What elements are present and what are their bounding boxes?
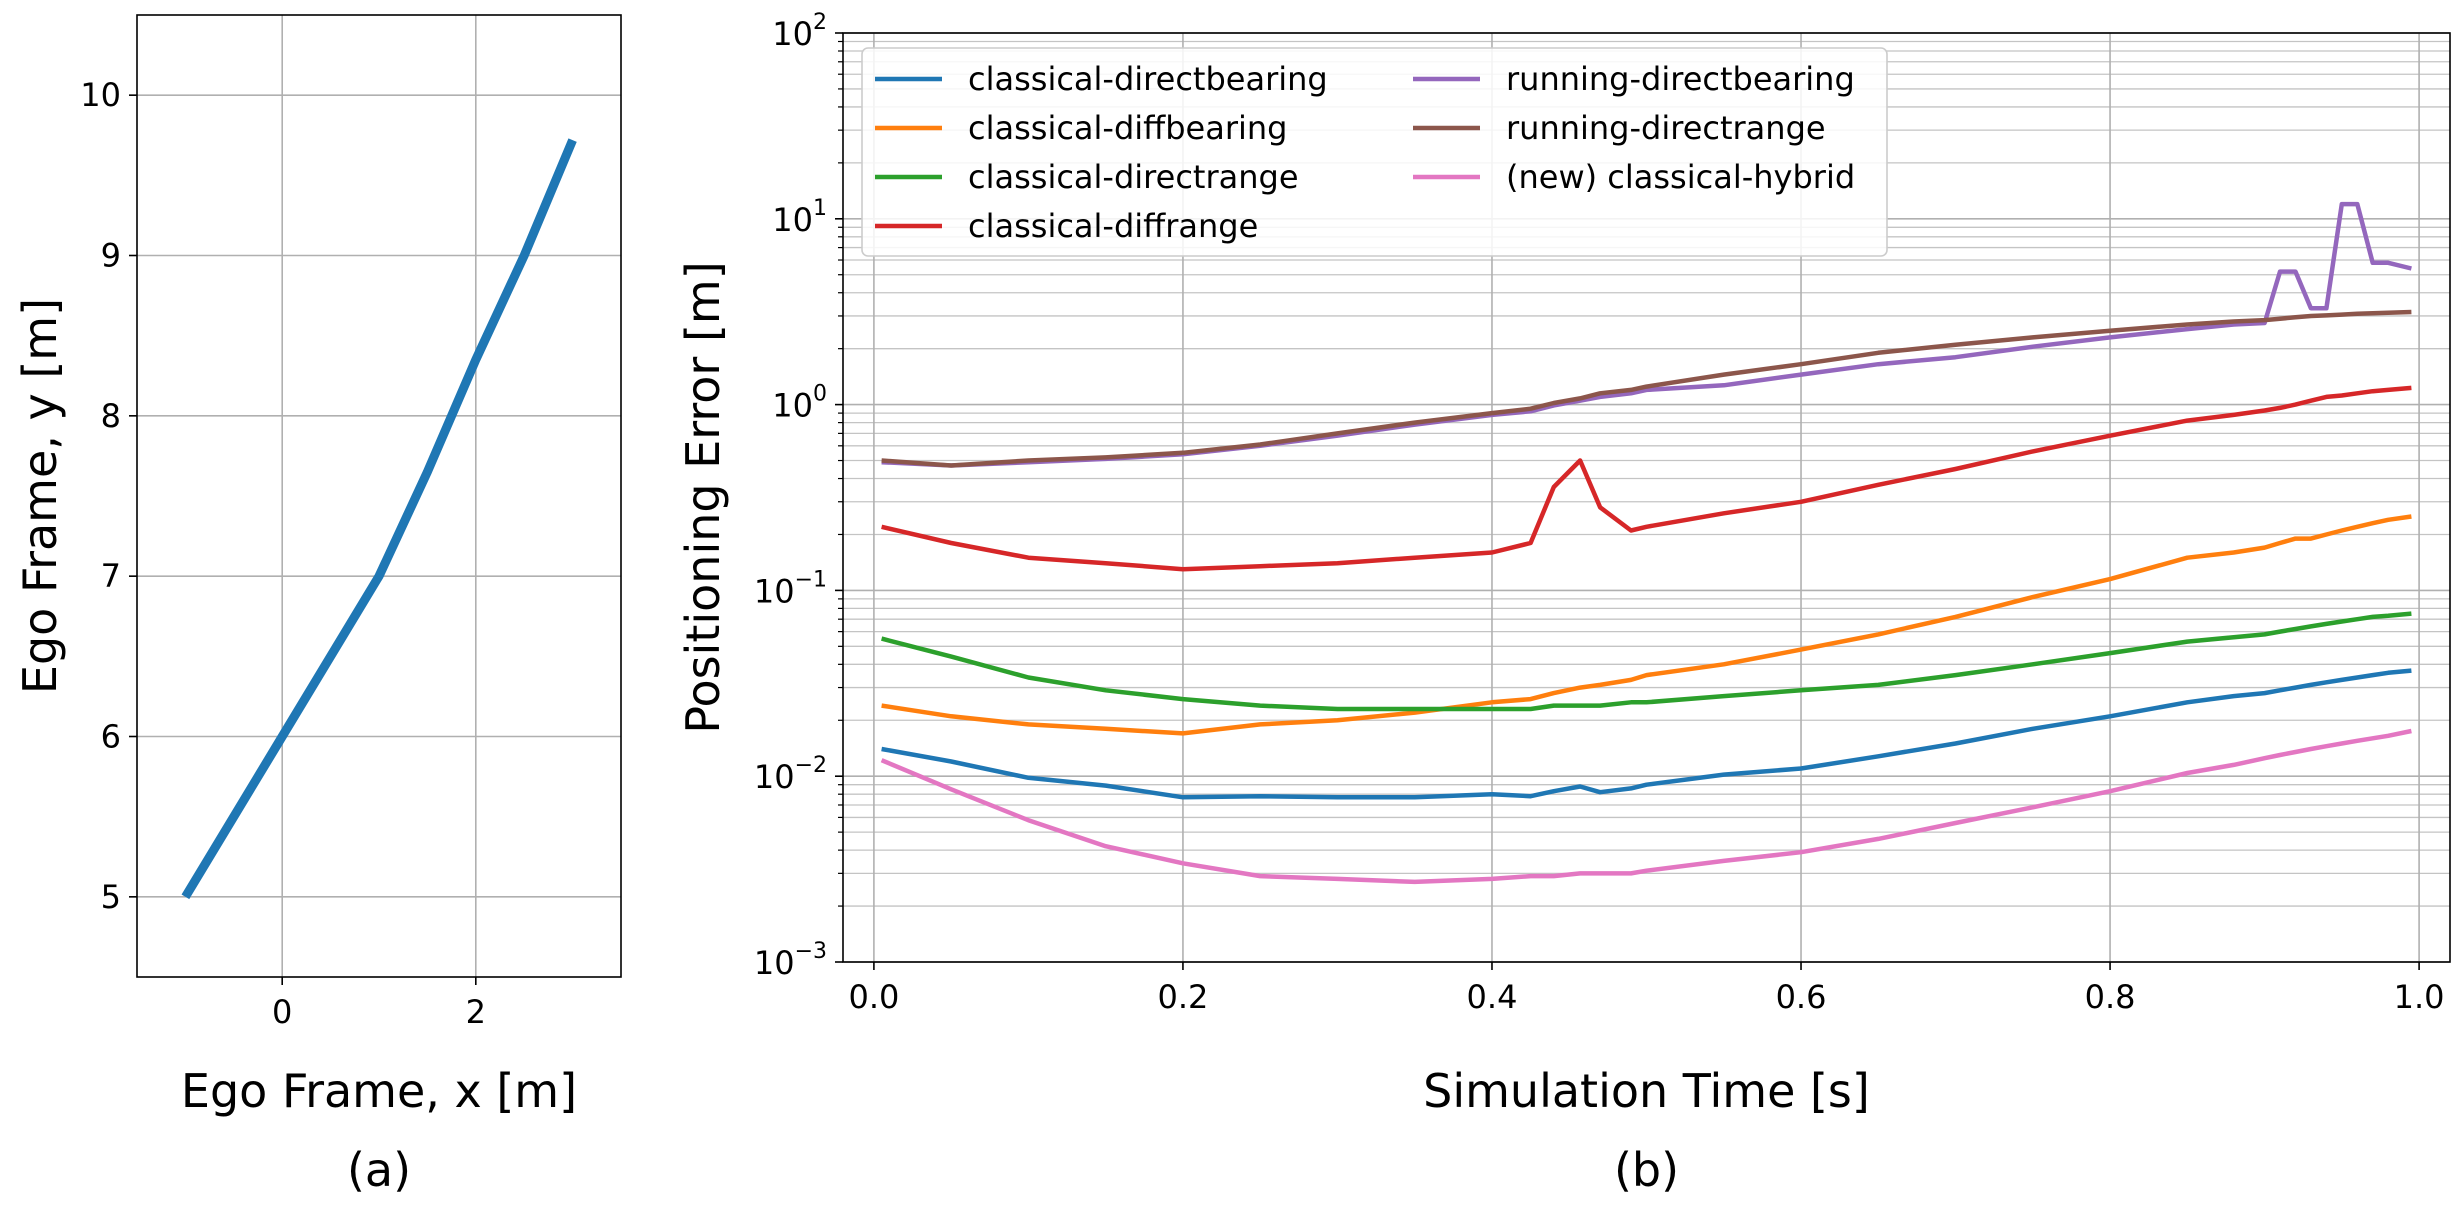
series-line-running-directrange bbox=[881, 309, 2412, 468]
panel-b-x-tick-label: 0.6 bbox=[1776, 978, 1827, 1016]
panel-b-ticks: 0.0 0.2 0.4 0.6 0.8 1.0 10−3 10−2 10−1 100 101 102 bbox=[754, 10, 2445, 1016]
panel-b-x-axis-label: Simulation Time [s] bbox=[1423, 1064, 1870, 1118]
panel-b-y-tick-label: 10−1 bbox=[754, 567, 827, 610]
panel-b-y-tick-label: 101 bbox=[772, 196, 827, 239]
series-line-classical-directrange bbox=[881, 611, 2412, 712]
panel-a-trajectory-plot: 0 2 5 6 7 8 9 10 Ego Frame, x [m] Ego Frame, y … bbox=[13, 14, 622, 1197]
legend-entry-label: running-directrange bbox=[1506, 109, 1826, 147]
panel-b-positioning-error-plot: 0.0 0.2 0.4 0.6 0.8 1.010−310−210−1100101102 … bbox=[676, 10, 2451, 1197]
panel-a-y-axis-label: Ego Frame, y [m] bbox=[13, 298, 67, 694]
panel-a-x-axis-label: Ego Frame, x [m] bbox=[181, 1064, 577, 1118]
legend-entry-label: running-directbearing bbox=[1506, 60, 1855, 98]
panel-a-label: (a) bbox=[347, 1143, 411, 1197]
series-line-classical-diffrange bbox=[881, 385, 2412, 572]
legend-entry-label: classical-diffrange bbox=[968, 207, 1258, 245]
panel-b-y-tick-label: 10−2 bbox=[754, 753, 827, 796]
series-line-new-classical-hybrid bbox=[880, 728, 2412, 885]
panel-a-y-tick-label: 5 bbox=[101, 878, 121, 916]
legend-entry-label: classical-directbearing bbox=[968, 60, 1328, 98]
panel-a-trajectory-line bbox=[181, 138, 577, 900]
panel-a-lines bbox=[181, 138, 577, 900]
panel-b-y-tick-label: 10−3 bbox=[754, 939, 827, 982]
legend-entry-label: (new) classical-hybrid bbox=[1506, 158, 1855, 196]
panel-b-label: (b) bbox=[1614, 1143, 1679, 1197]
panel-a-axes-frame bbox=[136, 14, 622, 978]
panel-b-y-axis-label: Positioning Error [m] bbox=[676, 261, 730, 733]
panel-b-x-tick-label: 0.0 bbox=[848, 978, 899, 1016]
panel-b-legend: classical-directbearing classical-diffbea… bbox=[861, 47, 1888, 257]
panel-a-y-tick-label: 9 bbox=[101, 237, 121, 275]
panel-b-axes-frame bbox=[842, 32, 2451, 963]
panel-b-y-tick-label: 102 bbox=[772, 10, 827, 53]
series-line-classical-directbearing bbox=[881, 668, 2412, 800]
panel-b-x-tick-label: 0.8 bbox=[2085, 978, 2136, 1016]
panel-b-x-tick-label: 0.4 bbox=[1467, 978, 1518, 1016]
panel-a-y-tick-label: 6 bbox=[101, 718, 121, 756]
legend-box bbox=[861, 47, 1888, 257]
panel-a-y-tick-label: 10 bbox=[80, 76, 121, 114]
panel-a-y-tick-label: 7 bbox=[101, 557, 121, 595]
panel-a-y-tick-label: 8 bbox=[101, 397, 121, 435]
panel-b-x-tick-label: 0.2 bbox=[1157, 978, 1208, 1016]
legend-entry-label: classical-directrange bbox=[968, 158, 1299, 196]
panel-a-x-tick-label: 2 bbox=[466, 993, 486, 1031]
panel-a-ticks: 0 2 5 6 7 8 9 10 bbox=[80, 76, 486, 1031]
panel-b-y-tick-label: 100 bbox=[772, 382, 827, 425]
series-line-classical-diffbearing bbox=[881, 514, 2412, 736]
panel-b-x-tick-label: 1.0 bbox=[2394, 978, 2445, 1016]
legend-entry-label: classical-diffbearing bbox=[968, 109, 1287, 147]
panel-b-lines bbox=[880, 201, 2412, 885]
panel-a-grid bbox=[137, 15, 621, 977]
panel-a-x-tick-label: 0 bbox=[272, 993, 292, 1031]
